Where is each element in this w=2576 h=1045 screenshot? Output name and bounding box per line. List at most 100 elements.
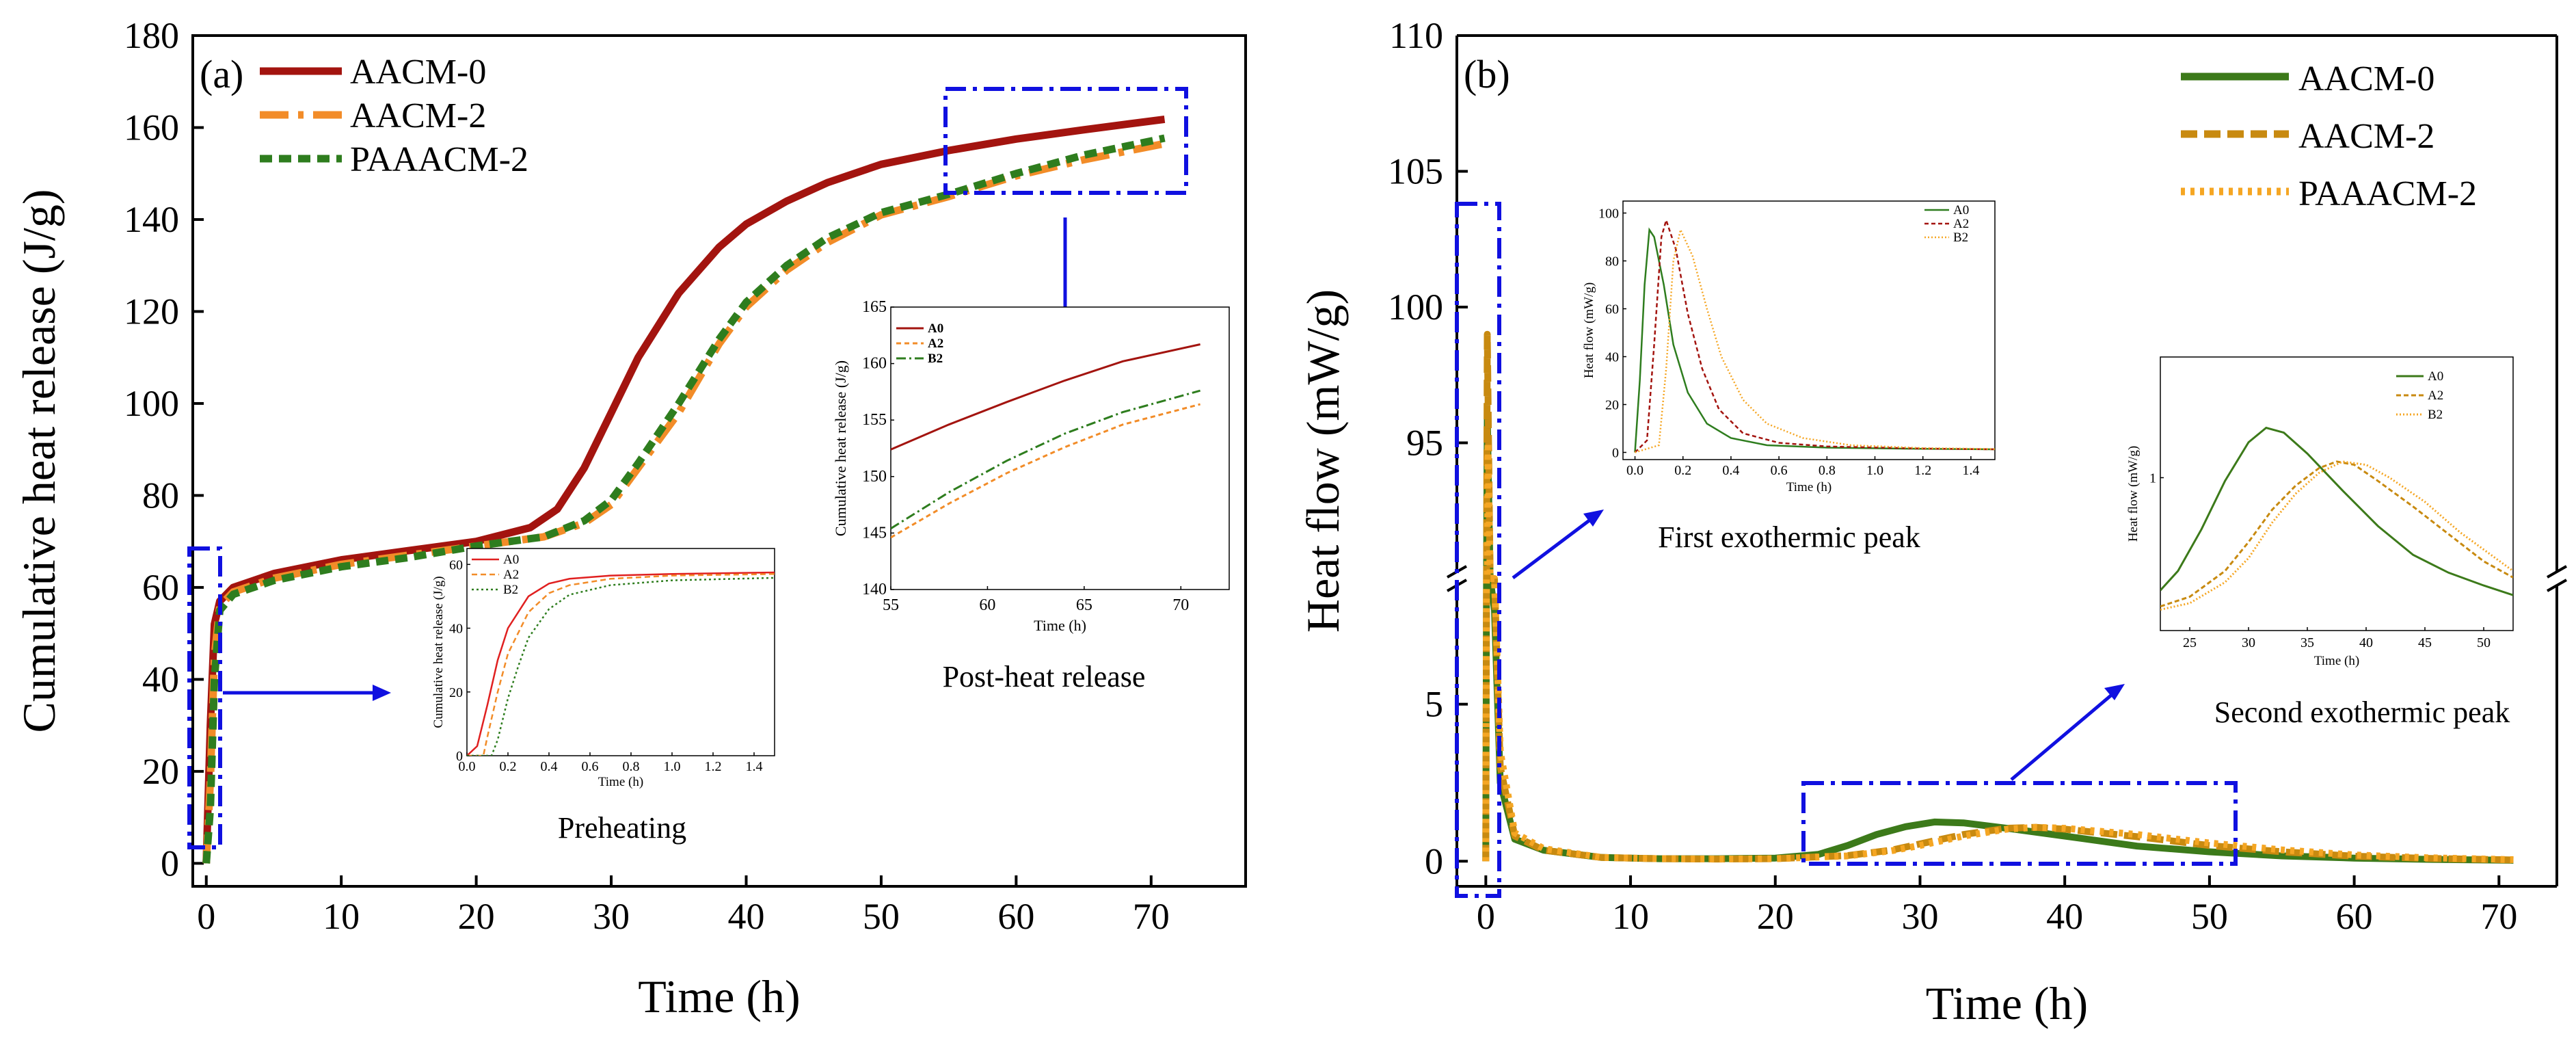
caption-first-exothermic-peak: First exothermic peak [1658, 520, 1920, 554]
panel-a-chart: 0 10 20 30 40 50 60 70 0 20 40 60 80 100 120 140 160 180 T… [13, 15, 1247, 1022]
y-tick-label: 100 [1388, 287, 1443, 328]
inset-x-tick-label: 0.2 [1674, 463, 1691, 478]
y-tick-label: 110 [1389, 15, 1443, 56]
inset-x-tick-label: 25 [2183, 635, 2197, 650]
x-tick-label: 30 [593, 896, 630, 937]
inset-y-tick-label: 20 [449, 685, 463, 700]
inset-x-tick-label: 0.6 [1771, 463, 1788, 478]
inset-series-a2 [1634, 217, 1995, 453]
inset-legend-label: B2 [2428, 408, 2443, 422]
inset-x-tick-label: 30 [2242, 635, 2255, 650]
highlight-box-preheat [187, 546, 222, 849]
x-tick-label: 40 [727, 896, 764, 937]
inset-x-tick-label: 65 [1076, 596, 1092, 614]
inset-frame [2160, 356, 2514, 631]
arrow-head-first-peak [1583, 510, 1604, 527]
x-tick-label: 10 [1612, 896, 1649, 937]
panel-a-frame [191, 34, 1247, 888]
inset-preheat: 0.0 0.2 0.4 0.6 0.8 1.0 1.2 1.4 0 20 40 60 Time (h) C… [431, 548, 775, 789]
x-tick-label: 50 [2191, 896, 2228, 937]
x-axis-label: Time (h) [638, 970, 800, 1022]
inset-series-a2 [891, 403, 1200, 539]
inset-y-tick-label: 40 [449, 622, 463, 637]
inset-x-tick-label: 50 [2477, 635, 2491, 650]
y-tick-label: 60 [142, 567, 179, 608]
x-tick-label: 20 [458, 896, 495, 937]
inset-y-tick-label: 20 [1605, 398, 1619, 413]
inset-y-tick-label: 1 [2149, 471, 2156, 486]
x-tick-label: 70 [1133, 896, 1170, 937]
y-tick-label: 120 [124, 291, 179, 332]
inset-legend-label: B2 [1953, 230, 1968, 245]
x-tick-label: 0 [197, 896, 215, 937]
inset-x-tick-label: 0.0 [459, 759, 476, 774]
x-tick-label: 70 [2480, 896, 2517, 937]
inset-post: 55 60 65 70 140 145 150 155 160 165 Time (h) Cumula… [832, 298, 1230, 634]
inset-y-tick-label: 0 [456, 749, 463, 764]
inset-series-a0 [891, 343, 1200, 451]
inset-x-axis-label: Time (h) [598, 775, 643, 789]
x-tick-label: 20 [1757, 896, 1794, 937]
inset-x-tick-label: 1.4 [1962, 463, 1979, 478]
inset-second: 25 30 35 40 45 50 1 Time (h) Heat flow (mW/g) A0 A… [2126, 356, 2514, 668]
inset-y-tick-label: 60 [449, 557, 463, 572]
inset-x-tick-label: 0.4 [541, 759, 558, 774]
inset-legend-label: B2 [928, 352, 943, 366]
inset-x-tick-label: 0.0 [1626, 463, 1643, 478]
highlight-box-second-peak [1801, 781, 2238, 866]
inset-x-tick-label: 70 [1172, 596, 1189, 614]
y-tick-label: 140 [124, 199, 179, 240]
inset-y-tick-label: 140 [862, 581, 887, 598]
inset-legend-label: A2 [928, 336, 943, 351]
arrow-head-preheat [373, 685, 391, 701]
x-tick-label: 60 [997, 896, 1034, 937]
inset-x-tick-label: 55 [883, 596, 899, 614]
inset-legend-label: A2 [503, 568, 519, 582]
inset-first: 0.0 0.2 0.4 0.6 0.8 1.0 1.2 1.4 0 20 40 60 80 100 Time… [1582, 200, 1996, 494]
inset-y-tick-label: 150 [862, 468, 887, 486]
caption-post-heat-release: Post-heat release [943, 660, 1146, 693]
inset-y-axis-label: Heat flow (mW/g) [1582, 282, 1596, 378]
inset-x-tick-label: 1.4 [746, 759, 763, 774]
y-tick-label: 105 [1388, 151, 1443, 192]
series-line-paaacm-2 [1482, 439, 2514, 863]
series-line-paaacm-2 [202, 134, 1166, 864]
inset-legend-label: A0 [2428, 369, 2443, 384]
arrow-second-peak [2010, 693, 2114, 781]
y-tick-label: 80 [142, 475, 179, 516]
inset-x-tick-label: 35 [2300, 635, 2314, 650]
inset-y-tick-label: 100 [1598, 207, 1619, 222]
inset-series-a0 [1634, 227, 1995, 453]
legend-label: AACM-2 [350, 96, 486, 135]
inset-series-a0 [2160, 426, 2513, 596]
inset-y-tick-label: 165 [862, 298, 887, 316]
caption-second-exothermic-peak: Second exothermic peak [2214, 696, 2510, 729]
arrow-first-peak [1512, 518, 1592, 579]
x-axis-label: Time (h) [1926, 977, 2088, 1029]
inset-y-tick-label: 40 [1605, 350, 1619, 365]
panel-label: (b) [1464, 52, 1510, 96]
x-tick-label: 60 [2336, 896, 2373, 937]
caption-preheating: Preheating [558, 811, 686, 845]
legend-label: AACM-2 [2298, 117, 2434, 156]
inset-x-tick-label: 45 [2418, 635, 2432, 650]
x-tick-label: 0 [1477, 896, 1495, 937]
inset-y-axis-label: Cumulative heat release (J/g) [431, 576, 446, 728]
inset-legend-label: A2 [1953, 217, 1969, 231]
inset-x-tick-label: 0.8 [1819, 463, 1836, 478]
highlight-box-post [943, 87, 1188, 195]
x-tick-label: 10 [323, 896, 360, 937]
y-tick-label: 0 [161, 843, 179, 884]
y-tick-label: 20 [142, 751, 179, 792]
inset-x-axis-label: Time (h) [2314, 654, 2359, 668]
inset-x-tick-label: 1.0 [1866, 463, 1883, 478]
inset-x-tick-label: 0.2 [500, 759, 517, 774]
inset-x-tick-label: 1.0 [664, 759, 681, 774]
inset-legend-label: A0 [928, 321, 943, 336]
legend-label: AACM-0 [2298, 59, 2434, 98]
inset-y-tick-label: 145 [862, 524, 887, 542]
inset-legend-label: A2 [2428, 388, 2443, 403]
axis-break-mark [2547, 565, 2567, 579]
